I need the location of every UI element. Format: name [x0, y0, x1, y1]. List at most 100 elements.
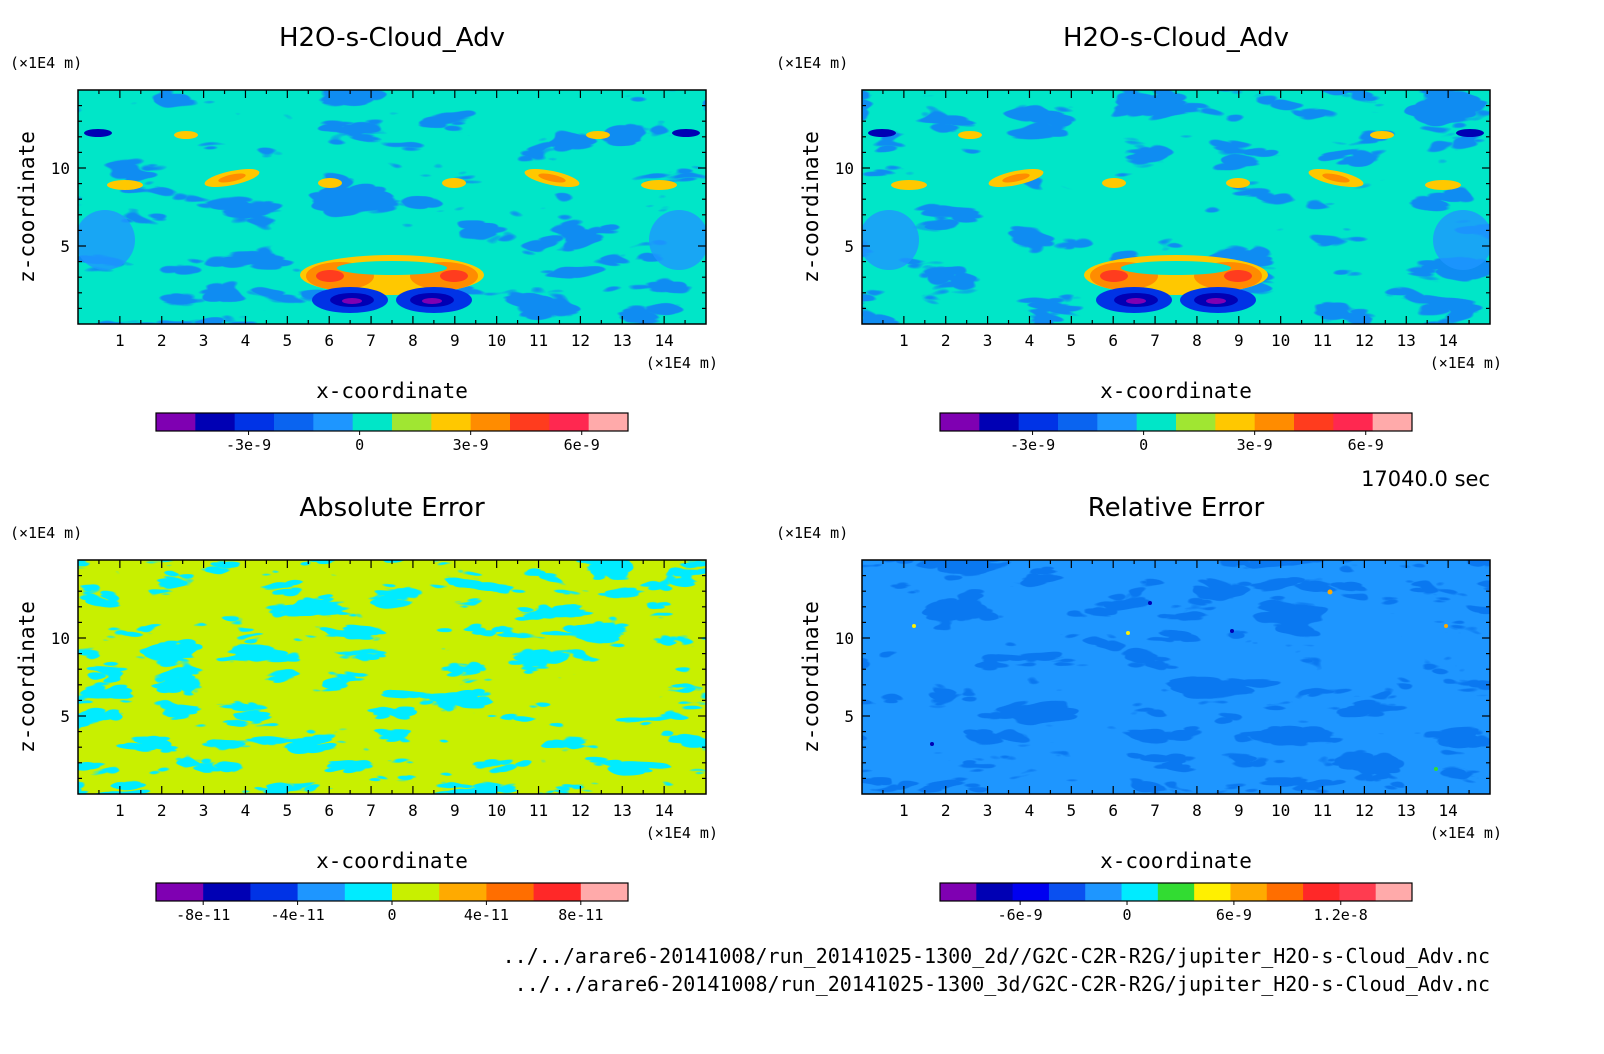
- x-tick-label: 9: [450, 801, 460, 820]
- x-tick-label: 10: [1271, 801, 1290, 820]
- colorbar-tick-label: 0: [1123, 906, 1132, 924]
- y-tick-label: 5: [844, 707, 854, 726]
- colorbar-tick-label: -8e-11: [176, 906, 230, 924]
- colorbar-swatch: [470, 413, 511, 431]
- field-plot: [78, 560, 706, 794]
- x-axis-label: x-coordinate: [1100, 849, 1252, 873]
- y-tick-label: 10: [51, 629, 70, 648]
- y-unit-label: (×1E4 m): [10, 524, 82, 542]
- x-tick-label: 4: [1025, 801, 1035, 820]
- colorbar-swatch: [1121, 883, 1159, 901]
- colorbar-swatch: [1048, 883, 1086, 901]
- colorbar-swatch: [1157, 883, 1195, 901]
- colorbar-swatch: [156, 883, 204, 901]
- colorbar-swatch: [580, 883, 629, 901]
- colorbar-tick-label: -3e-9: [1010, 436, 1055, 454]
- x-tick-label: 11: [529, 801, 548, 820]
- y-unit-label: (×1E4 m): [10, 54, 82, 72]
- x-tick-label: 2: [157, 801, 167, 820]
- y-unit-label: (×1E4 m): [776, 54, 848, 72]
- colorbar-tick-label: 3e-9: [1237, 436, 1273, 454]
- colorbar-tick-label: 1.2e-8: [1314, 906, 1368, 924]
- x-tick-label: 2: [941, 801, 951, 820]
- colorbar-swatch: [588, 413, 629, 431]
- panel-top-right: H2O-s-Cloud_Adv (×1E4 m): [776, 23, 1502, 454]
- colorbar-swatch: [1018, 413, 1059, 431]
- panel-title: Relative Error: [1088, 493, 1265, 523]
- x-tick-label: 14: [1439, 331, 1458, 350]
- y-axis-label: z-coordinate: [799, 601, 823, 753]
- colorbar-tick-label: 6e-9: [564, 436, 600, 454]
- x-tick-label: 4: [241, 331, 251, 350]
- footer-path-3d: ../../arare6-20141008/run_20141025-1300_…: [515, 972, 1490, 996]
- x-tick-label: 8: [408, 801, 418, 820]
- x-tick-label: 12: [571, 801, 590, 820]
- colorbar: -3e-9 0 3e-9 6e-9: [155, 412, 629, 454]
- colorbar-swatch: [1339, 883, 1377, 901]
- colorbar-tick-label: 3e-9: [453, 436, 489, 454]
- colorbar-tick-label: 6e-9: [1216, 906, 1252, 924]
- field-specks: [912, 589, 1448, 771]
- x-axis-label: x-coordinate: [316, 379, 468, 403]
- x-tick-label: 1: [899, 331, 909, 350]
- colorbar-swatch: [392, 883, 440, 901]
- x-tick-label: 8: [1192, 331, 1202, 350]
- x-tick-label: 4: [241, 801, 251, 820]
- colorbar-swatch: [313, 413, 354, 431]
- colorbar-tick-label: 0: [1139, 436, 1148, 454]
- colorbar-swatch: [1176, 413, 1216, 431]
- y-tick-label: 10: [835, 159, 854, 178]
- colorbar-swatch: [1294, 413, 1334, 431]
- x-tick-label: 13: [613, 331, 632, 350]
- x-tick-label: 3: [983, 331, 993, 350]
- field-plot: [78, 90, 706, 324]
- x-tick-label: 3: [983, 801, 993, 820]
- y-tick-label: 5: [60, 237, 70, 256]
- colorbar-swatch: [940, 413, 980, 431]
- x-tick-label: 13: [1397, 801, 1416, 820]
- panel-bottom-right: Relative Error (×1E4 m) 1 2 3 4 5 6 7 8 9 10 11 12 1…: [776, 493, 1502, 924]
- x-unit-label: (×1E4 m): [646, 824, 718, 842]
- colorbar-swatch: [439, 883, 487, 901]
- x-tick-label: 13: [1397, 331, 1416, 350]
- colorbar-swatch: [1230, 883, 1268, 901]
- x-tick-label: 5: [1067, 801, 1077, 820]
- x-tick-label: 12: [1355, 331, 1374, 350]
- x-tick-label: 13: [613, 801, 632, 820]
- x-tick-label: 12: [1355, 801, 1374, 820]
- x-tick-label: 6: [324, 331, 334, 350]
- colorbar-frame: [939, 882, 1413, 902]
- colorbar-swatch: [1375, 883, 1413, 901]
- x-tick-label: 3: [199, 331, 209, 350]
- y-tick-label: 5: [60, 707, 70, 726]
- colorbar-swatch: [1012, 883, 1050, 901]
- x-unit-label: (×1E4 m): [1430, 354, 1502, 372]
- colorbar-swatch: [1085, 883, 1123, 901]
- colorbar-tick-label: 6e-9: [1348, 436, 1384, 454]
- colorbar-tick-label: 8e-11: [558, 906, 603, 924]
- panel-title: Absolute Error: [299, 493, 485, 523]
- x-tick-label: 6: [1108, 801, 1118, 820]
- colorbar-swatch: [533, 883, 582, 901]
- x-tick-label: 9: [1234, 801, 1244, 820]
- colorbar-tick-label: -3e-9: [226, 436, 271, 454]
- x-tick-label: 14: [655, 801, 674, 820]
- y-axis-label: z-coordinate: [799, 131, 823, 283]
- x-tick-label: 1: [899, 801, 909, 820]
- y-unit-label: (×1E4 m): [776, 524, 848, 542]
- colorbar-frame: [155, 412, 629, 432]
- colorbar-swatch: [1303, 883, 1340, 901]
- colorbar-swatch: [976, 883, 1014, 901]
- x-tick-label: 9: [1234, 331, 1244, 350]
- x-tick-label: 7: [1150, 331, 1160, 350]
- colorbar-tick-label: 4e-11: [464, 906, 509, 924]
- colorbar-tick-label: 0: [387, 906, 396, 924]
- colorbar-swatch: [297, 883, 346, 901]
- colorbar-swatch: [979, 413, 1020, 431]
- x-tick-label: 11: [1313, 801, 1332, 820]
- x-axis-label: x-coordinate: [1100, 379, 1252, 403]
- x-tick-label: 10: [487, 801, 506, 820]
- colorbar-swatch: [1136, 413, 1177, 431]
